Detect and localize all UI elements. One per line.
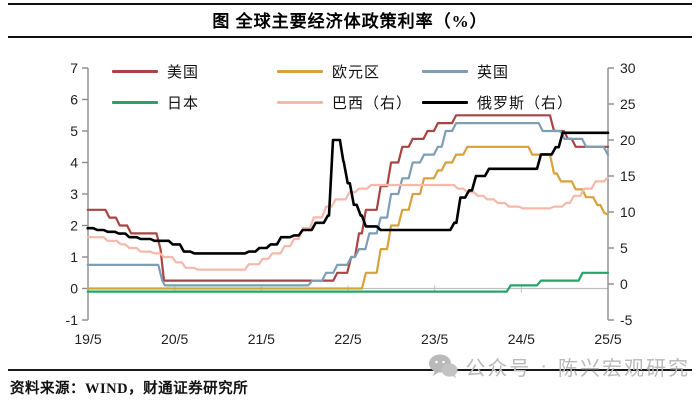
x-tick-label-25-5: 25/5 xyxy=(594,331,621,347)
x-tick-label-20-5: 20/5 xyxy=(161,331,188,347)
legend-label-eurozone: 欧元区 xyxy=(332,64,381,81)
left-axis-label: 7 xyxy=(70,60,78,76)
legend-swatch-eurozone xyxy=(277,69,323,73)
legend-swatch-uk xyxy=(422,69,468,73)
left-axis-label: -1 xyxy=(66,312,79,328)
legend-item-japan: 日本 xyxy=(112,91,277,113)
left-axis-label: 6 xyxy=(70,92,78,108)
series-line-us xyxy=(86,114,610,282)
legend-item-eurozone: 欧元区 xyxy=(277,60,422,82)
series-line-japan xyxy=(86,271,610,293)
footer-rule xyxy=(8,369,692,371)
legend-label-uk: 英国 xyxy=(477,64,510,81)
watermark-separator: · xyxy=(540,355,549,377)
legend: 美国 欧元区 英国日本 巴西（右） 俄罗斯（右） xyxy=(112,60,573,113)
x-tick-label-22-5: 22/5 xyxy=(334,331,361,347)
watermark: 公众号 · 陈兴宏观研究 xyxy=(428,352,690,381)
watermark-account-name: 陈兴宏观研究 xyxy=(558,358,690,380)
left-axis-label: 1 xyxy=(70,249,78,265)
right-axis-label: 20 xyxy=(620,132,636,148)
x-tick-label-23-5: 23/5 xyxy=(421,331,448,347)
x-tick-label-21-5: 21/5 xyxy=(248,331,275,347)
left-axis-label: 0 xyxy=(70,281,78,297)
series-line-eurozone xyxy=(86,145,610,290)
x-tick-label-24-5: 24/5 xyxy=(508,331,535,347)
legend-item-russia: 俄罗斯（右） xyxy=(422,91,573,113)
left-axis-label: 5 xyxy=(70,123,78,139)
policy-rate-chart: 19/5 20/5 21/5 22/5 23/5 24/5 25/576543210-130… xyxy=(66,60,636,347)
right-axis-label: 0 xyxy=(620,276,628,292)
watermark-account-type: 公众号 xyxy=(465,358,532,380)
legend-label-us: 美国 xyxy=(167,64,200,81)
right-axis-label: 15 xyxy=(620,168,636,184)
legend-label-brazil: 巴西（右） xyxy=(332,95,413,112)
series-line-brazil xyxy=(86,176,610,271)
legend-swatch-brazil xyxy=(277,100,323,104)
right-axis-label: 25 xyxy=(620,96,636,112)
left-axis-label: 3 xyxy=(70,186,78,202)
source-note: 资料来源：WIND，财通证券研究所 xyxy=(10,381,249,397)
wechat-icon xyxy=(429,354,458,378)
legend-item-us: 美国 xyxy=(112,60,277,82)
right-axis-label: 30 xyxy=(620,60,636,76)
series-line-uk xyxy=(86,122,610,287)
left-axis-label: 4 xyxy=(70,155,78,171)
right-axis-label: 10 xyxy=(620,204,636,220)
legend-label-japan: 日本 xyxy=(167,95,200,112)
title-underline-rule xyxy=(8,36,692,38)
legend-swatch-russia xyxy=(422,100,468,104)
x-tick-label-19-5: 19/5 xyxy=(74,331,101,347)
legend-item-uk: 英国 xyxy=(422,60,573,82)
left-axis-label: 2 xyxy=(70,218,78,234)
right-axis-label: -5 xyxy=(620,312,633,328)
series-line-russia xyxy=(86,131,610,255)
legend-item-brazil: 巴西（右） xyxy=(277,91,422,113)
legend-swatch-us xyxy=(112,69,158,73)
right-axis-label: 5 xyxy=(620,240,628,256)
chart-title: 图 全球主要经济体政策利率（%） xyxy=(212,12,488,31)
top-rule xyxy=(8,3,692,5)
legend-label-russia: 俄罗斯（右） xyxy=(477,95,574,112)
legend-swatch-japan xyxy=(112,100,158,104)
